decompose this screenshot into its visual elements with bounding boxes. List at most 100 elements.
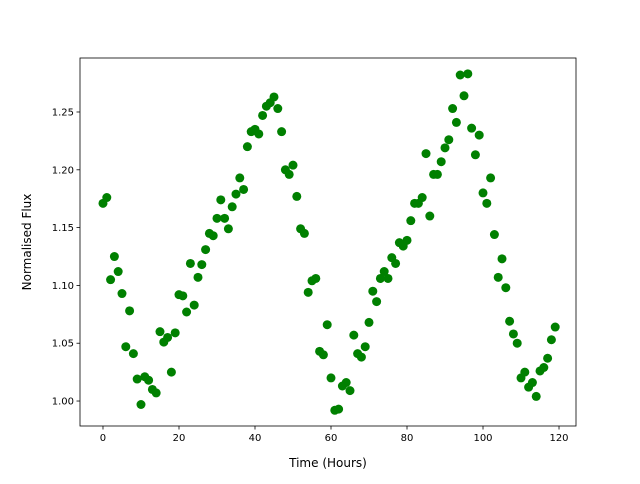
data-point <box>273 104 283 114</box>
data-point <box>163 332 173 342</box>
data-point <box>372 297 382 307</box>
data-point <box>391 258 401 268</box>
y-axis-label: Normalised Flux <box>20 194 34 291</box>
data-point <box>459 91 469 101</box>
data-point <box>322 320 332 330</box>
data-point <box>364 317 374 327</box>
data-point <box>520 367 530 377</box>
data-point <box>128 349 138 359</box>
data-point <box>455 70 465 80</box>
y-tick-label: 1.05 <box>52 339 74 350</box>
data-point <box>474 130 484 140</box>
axes-frame <box>79 57 577 427</box>
data-point <box>155 327 165 337</box>
data-point <box>197 260 207 270</box>
data-point <box>299 228 309 238</box>
data-point <box>531 391 541 401</box>
points-layer <box>98 69 560 415</box>
data-point <box>512 338 522 348</box>
data-point <box>102 193 112 203</box>
y-tick-label: 1.25 <box>52 107 74 118</box>
data-point <box>406 216 416 226</box>
y-tick-label: 1.20 <box>52 165 74 176</box>
data-point <box>546 335 556 345</box>
y-tick-label: 1.15 <box>52 223 74 234</box>
data-point <box>106 275 116 285</box>
data-point <box>284 169 294 179</box>
data-point <box>223 224 233 234</box>
data-point <box>258 110 268 120</box>
data-point <box>288 160 298 170</box>
x-tick-label: 80 <box>401 433 414 444</box>
data-point <box>182 307 192 317</box>
data-point <box>444 135 454 145</box>
data-point <box>136 399 146 409</box>
x-tick-label: 40 <box>249 433 262 444</box>
x-tick-label: 100 <box>473 433 492 444</box>
data-point <box>482 198 492 208</box>
data-point <box>220 213 230 223</box>
data-point <box>493 272 503 282</box>
data-point <box>144 375 154 385</box>
data-point <box>193 272 203 282</box>
data-point <box>235 173 245 183</box>
x-tick-label: 60 <box>325 433 338 444</box>
data-point <box>132 374 142 384</box>
data-point <box>212 213 222 223</box>
data-point <box>501 283 511 293</box>
data-point <box>326 373 336 383</box>
data-point <box>543 353 553 363</box>
x-axis: 0 20 40 60 80 100 120 <box>100 426 569 444</box>
data-point <box>425 211 435 221</box>
data-point <box>117 289 127 299</box>
data-point <box>318 350 328 360</box>
data-point <box>436 157 446 167</box>
data-point <box>303 287 313 297</box>
data-point <box>242 142 252 152</box>
data-point <box>432 169 442 179</box>
data-point <box>527 378 537 388</box>
data-point <box>470 150 480 160</box>
data-point <box>478 188 488 198</box>
data-point <box>201 245 211 255</box>
data-point <box>448 104 458 114</box>
data-point <box>383 273 393 283</box>
data-point <box>368 286 378 296</box>
data-point <box>451 117 461 127</box>
data-point <box>178 291 188 301</box>
data-point <box>125 306 135 316</box>
data-point <box>486 173 496 183</box>
data-point <box>151 388 161 398</box>
data-point <box>550 322 560 332</box>
x-tick-label: 20 <box>173 433 186 444</box>
data-point <box>166 367 176 377</box>
data-point <box>231 189 241 199</box>
data-point <box>417 193 427 203</box>
data-point <box>539 362 549 372</box>
data-point <box>208 231 218 241</box>
x-tick-label: 120 <box>549 433 568 444</box>
data-point <box>489 230 499 240</box>
data-point <box>379 267 389 277</box>
data-point <box>292 191 302 201</box>
data-point <box>421 149 431 159</box>
data-point <box>497 254 507 264</box>
data-point <box>341 378 351 388</box>
data-point <box>463 69 473 79</box>
data-point <box>227 202 237 212</box>
data-point <box>334 404 344 414</box>
data-point <box>311 273 321 283</box>
data-point <box>170 328 180 338</box>
data-point <box>349 330 359 340</box>
data-point <box>189 300 199 310</box>
data-point <box>440 143 450 153</box>
data-point <box>508 329 518 339</box>
data-point <box>121 342 131 352</box>
data-point <box>277 127 287 137</box>
data-point <box>113 267 123 277</box>
data-point <box>216 195 226 205</box>
data-point <box>254 129 264 139</box>
y-tick-label: 1.00 <box>52 397 74 408</box>
